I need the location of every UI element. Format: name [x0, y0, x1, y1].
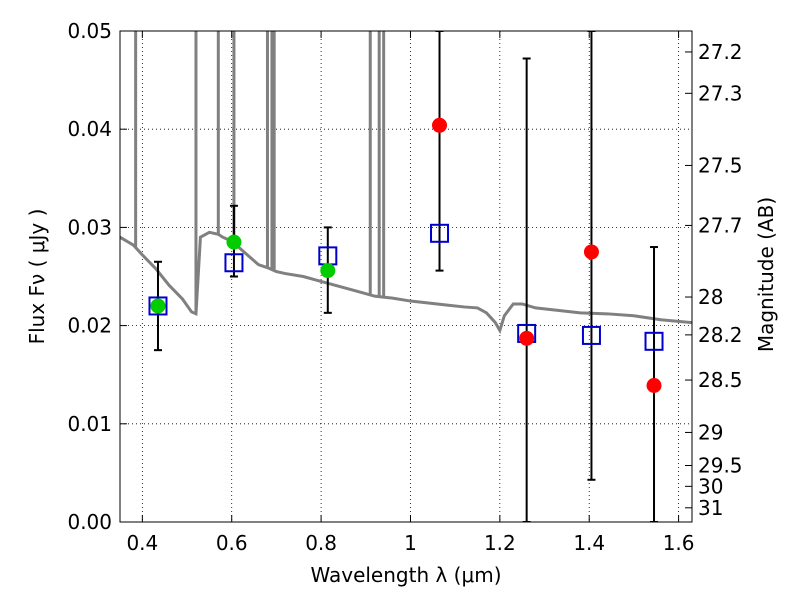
x-tick-label: 0.4: [126, 531, 158, 555]
red-data-point: [432, 117, 448, 133]
x-tick-label: 0.6: [216, 531, 248, 555]
axes: 0.4 0.6 0.8 1 1.2 1.4 1.6 0.00 0.01 0.02 0.03 0.04 0…: [67, 19, 742, 555]
red-data-point: [646, 378, 662, 394]
x-tick-label: 1.2: [484, 531, 516, 555]
green-data-point: [226, 234, 242, 250]
y-tick-label: 0.02: [67, 314, 112, 338]
plot-series: [120, 31, 692, 522]
green-data-point: [320, 263, 336, 279]
red-data-point: [583, 244, 599, 260]
model-photometry-square: [224, 253, 244, 273]
model-photometry-square: [430, 223, 450, 243]
right-tick-label: 29: [698, 420, 723, 444]
y-tick-label: 0.00: [67, 510, 112, 534]
y-tick-label: 0.04: [67, 117, 112, 141]
right-tick-label: 30: [698, 474, 723, 498]
red-data-point: [519, 330, 535, 346]
x-tick-label: 1.4: [573, 531, 605, 555]
y-tick-label: 0.01: [67, 412, 112, 436]
right-tick-label: 27.3: [698, 81, 743, 105]
model-photometry-square: [148, 296, 168, 316]
x-tick-label: 1.6: [663, 531, 695, 555]
right-tick-label: 29.5: [698, 453, 743, 477]
green-data-point: [150, 298, 166, 314]
right-axis-label: Magnitude (AB): [754, 197, 778, 352]
right-tick-label: 27.2: [698, 40, 743, 64]
x-axis-label: Wavelength λ (μm): [310, 563, 501, 587]
x-tick-label: 1: [404, 531, 417, 555]
right-tick-label: 27.7: [698, 213, 743, 237]
y-tick-label: 0.03: [67, 215, 112, 239]
model-photometry-square: [581, 325, 601, 345]
x-tick-label: 0.8: [305, 531, 337, 555]
right-tick-label: 28: [698, 285, 723, 309]
model-photometry-square: [644, 331, 664, 351]
grid: [120, 30, 692, 523]
right-tick-label: 31: [698, 496, 723, 520]
y-axis-label: Flux Fν ( μJy ): [25, 209, 49, 345]
plot-frame: [119, 30, 693, 523]
right-tick-label: 28.5: [698, 368, 743, 392]
model-spectrum-line: [120, 230, 692, 335]
right-tick-label: 28.2: [698, 323, 743, 347]
right-tick-label: 27.5: [698, 153, 743, 177]
y-tick-label: 0.05: [67, 19, 112, 43]
